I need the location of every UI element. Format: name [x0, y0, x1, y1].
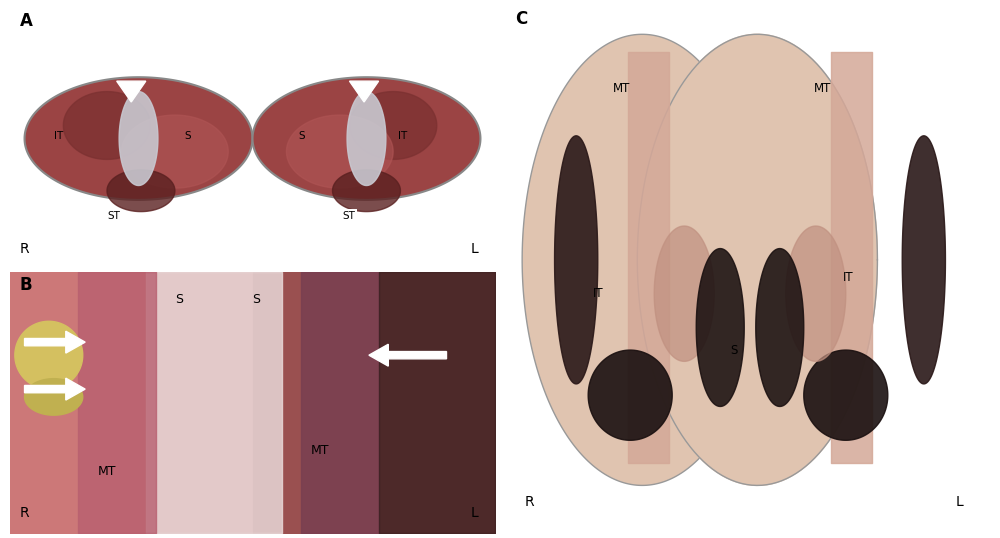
Text: IT: IT — [54, 131, 63, 140]
Polygon shape — [350, 81, 379, 102]
Polygon shape — [25, 378, 85, 400]
Text: L: L — [471, 242, 479, 256]
Text: IT: IT — [593, 287, 604, 300]
Text: C: C — [515, 10, 527, 28]
Polygon shape — [333, 170, 400, 211]
Text: MT: MT — [814, 82, 831, 95]
Polygon shape — [786, 226, 846, 362]
Text: MT: MT — [613, 82, 630, 95]
Text: L: L — [471, 506, 479, 520]
Polygon shape — [253, 77, 480, 200]
Polygon shape — [369, 344, 446, 366]
Polygon shape — [117, 81, 146, 102]
Text: S: S — [175, 293, 183, 306]
Text: IT: IT — [843, 271, 854, 284]
Text: A: A — [20, 12, 33, 30]
Text: R: R — [525, 495, 534, 509]
Text: L: L — [956, 495, 964, 509]
Text: ST: ST — [342, 211, 355, 222]
Text: B: B — [20, 276, 32, 294]
Text: R: R — [20, 506, 29, 520]
Polygon shape — [350, 91, 437, 159]
Polygon shape — [25, 379, 83, 415]
Polygon shape — [15, 321, 83, 389]
Polygon shape — [25, 77, 252, 200]
Polygon shape — [107, 170, 175, 211]
Polygon shape — [804, 350, 888, 440]
Text: ST: ST — [107, 211, 120, 222]
Text: IT: IT — [398, 131, 407, 140]
Polygon shape — [696, 249, 744, 407]
Polygon shape — [119, 91, 158, 186]
Polygon shape — [756, 249, 804, 407]
Polygon shape — [902, 136, 945, 384]
Text: MT: MT — [97, 465, 116, 478]
Polygon shape — [637, 34, 877, 485]
Text: S: S — [185, 131, 191, 140]
Text: R: R — [20, 242, 29, 256]
Text: MT: MT — [311, 444, 329, 457]
Polygon shape — [122, 115, 228, 188]
Polygon shape — [588, 350, 672, 440]
Polygon shape — [654, 226, 714, 362]
Polygon shape — [555, 136, 598, 384]
Text: S: S — [252, 293, 260, 306]
Polygon shape — [522, 34, 762, 485]
Polygon shape — [347, 91, 386, 186]
Polygon shape — [286, 115, 393, 188]
Text: S: S — [730, 344, 738, 357]
Text: S: S — [299, 131, 305, 140]
Polygon shape — [63, 91, 151, 159]
Polygon shape — [25, 331, 85, 353]
